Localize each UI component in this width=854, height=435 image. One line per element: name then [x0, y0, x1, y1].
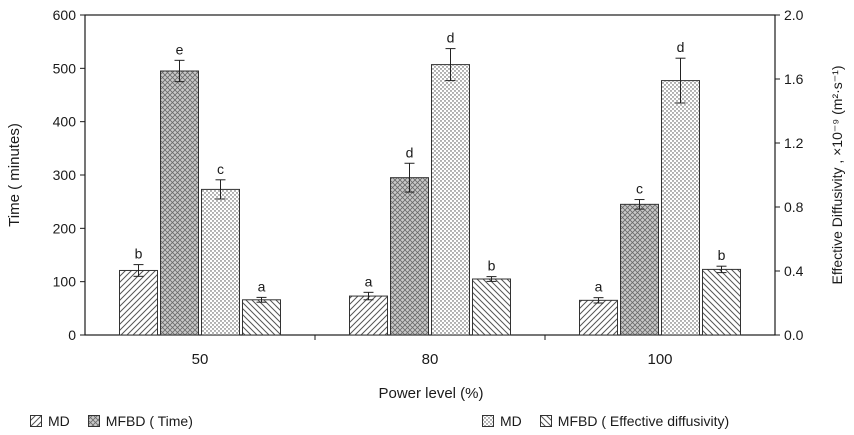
legend-right: MD MFBD ( Effective diffusivity) [482, 413, 747, 429]
bar [201, 188, 240, 336]
left-tick-label: 500 [53, 60, 77, 76]
significance-letter: b [488, 258, 496, 274]
significance-letter: d [447, 30, 455, 46]
left-axis-ticks: 0 100 200 300 400 500 600 [53, 7, 85, 343]
significance-letter: b [718, 247, 726, 263]
x-tick-label: 50 [192, 351, 209, 368]
chart: 0 100 200 300 400 500 600 0.0 0.4 0.8 1.2 1.6 2.0 5… [6, 7, 845, 402]
significance-letter: a [595, 279, 603, 295]
left-tick-label: 0 [68, 327, 76, 343]
legend-label: MD [48, 413, 70, 429]
bar [579, 299, 618, 336]
right-tick-label: 1.2 [784, 135, 804, 151]
bars-group: b e c a a d d b a c d b [119, 30, 741, 336]
left-tick-label: 400 [53, 114, 77, 130]
bar [349, 295, 388, 336]
bar [702, 268, 741, 336]
significance-letter: d [677, 39, 685, 55]
bar [242, 299, 281, 336]
bar [472, 278, 511, 336]
right-tick-label: 1.6 [784, 71, 804, 87]
legend-left: MD MFBD ( Time) [30, 413, 211, 429]
left-tick-label: 200 [53, 220, 77, 236]
bar [119, 269, 158, 336]
left-tick-label: 600 [53, 7, 77, 23]
legend-swatch-backdiag-icon [539, 415, 552, 427]
right-tick-label: 0.4 [784, 263, 804, 279]
x-axis-label: Power level (%) [378, 385, 483, 402]
x-axis-ticks: 50 80 100 [192, 335, 673, 368]
legend-swatch-dots-icon [482, 415, 494, 427]
legend-item-mfbd-time: MFBD ( Time) [87, 413, 193, 429]
significance-letter: b [135, 246, 143, 262]
bar [431, 64, 470, 336]
legend-item-md-time: MD [30, 413, 70, 429]
bar [160, 70, 199, 336]
legend-label: MFBD ( Time) [105, 413, 193, 429]
right-axis-ticks: 0.0 0.4 0.8 1.2 1.6 2.0 [775, 7, 804, 343]
x-tick-label: 80 [422, 351, 439, 368]
left-tick-label: 100 [53, 274, 77, 290]
right-tick-label: 0.8 [784, 199, 804, 215]
significance-letter: c [636, 181, 643, 197]
legend-label: MFBD ( Effective diffusivity) [557, 413, 730, 429]
x-tick-label: 100 [647, 351, 672, 368]
legend-swatch-crosshatch-icon [87, 415, 100, 427]
significance-letter: a [258, 278, 266, 294]
y-axis-label: Time ( minutes) [6, 123, 23, 227]
y2-axis-label: Effective Diffusivity , ×10⁻⁹ (m²·s⁻¹) [829, 65, 845, 284]
significance-letter: a [365, 273, 373, 289]
legend-swatch-diag-icon [30, 415, 42, 427]
right-tick-label: 2.0 [784, 7, 804, 23]
left-tick-label: 300 [53, 167, 77, 183]
legend-item-mfbd-diffusivity: MFBD ( Effective diffusivity) [539, 413, 730, 429]
legend-label: MD [500, 413, 522, 429]
bar [390, 177, 429, 336]
bar [661, 80, 700, 336]
significance-letter: d [406, 144, 414, 160]
right-tick-label: 0.0 [784, 327, 804, 343]
significance-letter: e [176, 41, 184, 57]
legend-item-md-diffusivity: MD [482, 413, 522, 429]
bar [620, 203, 659, 336]
significance-letter: c [217, 161, 224, 177]
